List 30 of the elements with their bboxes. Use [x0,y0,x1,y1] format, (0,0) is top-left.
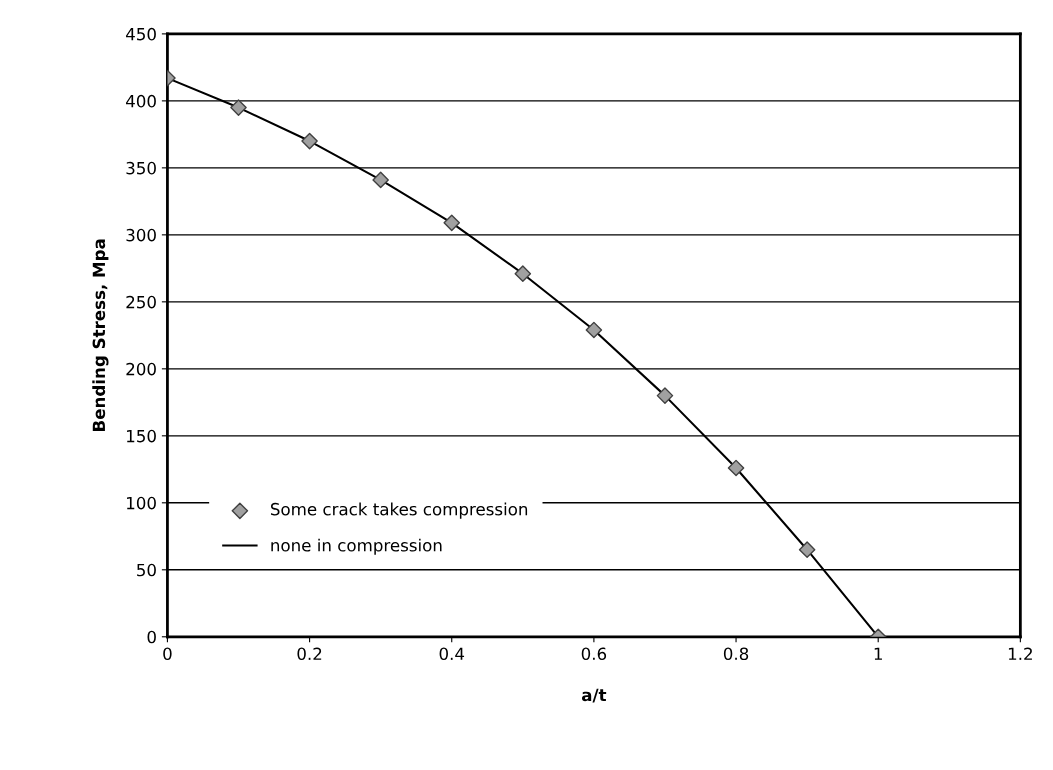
point [372,171,389,189]
legend-label: none in compression [271,538,442,555]
x-tick-label: 0 [163,647,172,661]
y-axis-title: Bending Stress, Mpa [92,239,109,431]
y-tick-label: 50 [137,563,156,577]
legend-label: Some crack takes compression [270,502,528,519]
point [301,132,318,150]
point [514,265,532,283]
x-tick-label: 0.2 [297,647,322,661]
x-tick-label: 0.4 [439,647,465,661]
y-tick-label: 0 [147,630,156,644]
y-tick-label: 400 [126,94,156,108]
point [443,214,461,232]
y-tick-label: 250 [126,295,156,309]
y-tick-label: 300 [126,228,156,242]
y-tick-label: 450 [126,27,156,41]
point [798,541,816,559]
x-axis-title: a/t [581,688,607,703]
point [230,99,247,116]
y-tick-label: 350 [126,161,156,175]
x-tick-label: 0.6 [581,647,607,661]
x-tick-label: 0.8 [723,647,749,661]
y-tick-label: 150 [127,429,156,443]
x-tick-label: 1.2 [1008,647,1032,660]
x-tick-label: 1 [874,647,882,660]
point [585,321,603,339]
y-tick-label: 200 [126,362,156,376]
point [727,459,745,477]
y-tick-label: 100 [127,496,156,510]
point [656,387,674,404]
